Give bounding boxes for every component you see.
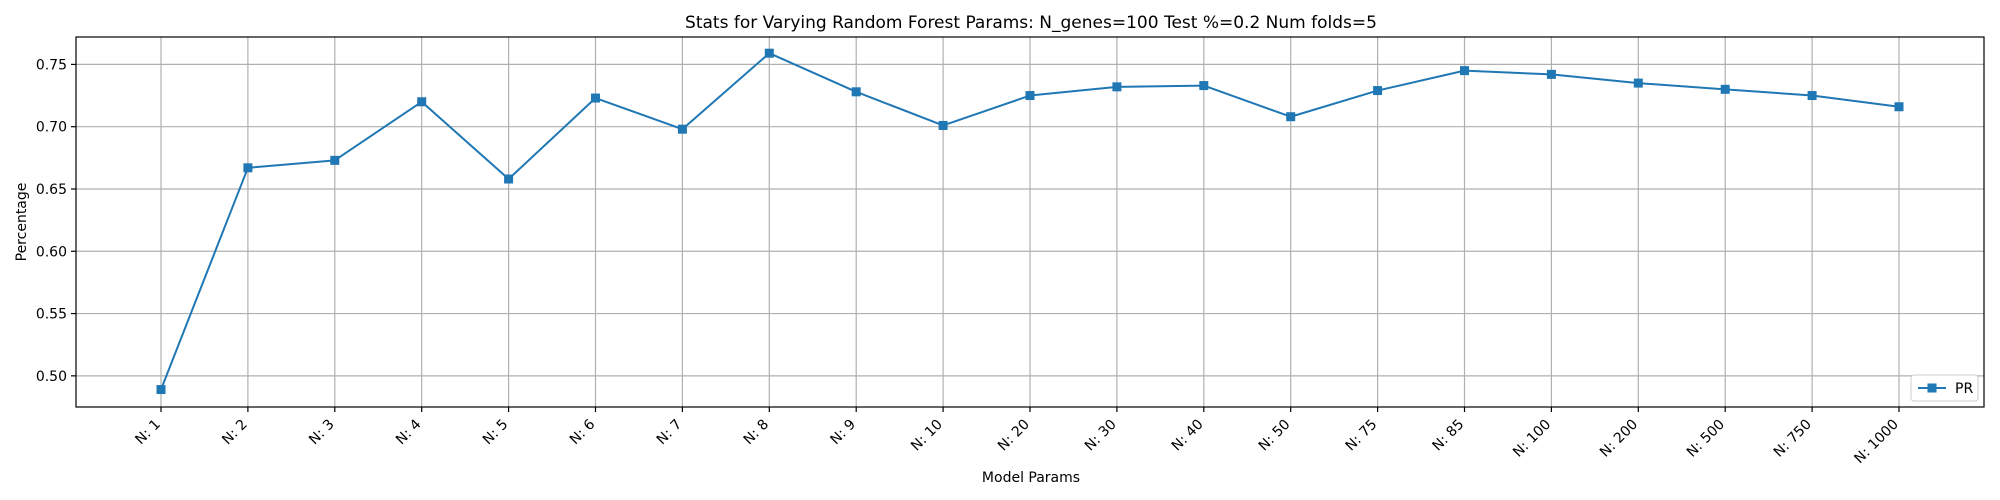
y-tick-label: 0.55 [36,307,67,323]
series-pr [156,48,1904,395]
data-point-pr [1112,82,1122,92]
chart-title: Stats for Varying Random Forest Params: … [685,13,1377,33]
legend-marker-swatch [1927,383,1937,393]
data-point-pr [1720,84,1730,94]
legend-label-pr: PR [1955,381,1973,397]
y-axis-label: Percentage [14,183,30,262]
data-point-pr [1633,78,1643,88]
y-tick-label: 0.70 [36,120,67,136]
data-point-pr [764,48,774,58]
y-tick-label: 0.60 [36,244,67,260]
data-point-pr [938,120,948,130]
y-tick-label: 0.50 [36,369,67,385]
legend: PR [1910,374,1979,402]
data-point-pr [1807,91,1817,101]
data-point-pr [1894,102,1904,112]
data-point-pr [851,87,861,97]
data-point-pr [504,174,514,184]
data-point-pr [243,163,253,173]
data-point-pr [1199,81,1209,91]
data-point-pr [1025,91,1035,101]
y-tick-label: 0.75 [36,57,67,73]
x-axis-label: Model Params [982,470,1080,486]
data-point-pr [1460,66,1469,76]
data-point-pr [1546,69,1556,79]
data-point-pr [1286,112,1296,122]
data-point-pr [1373,86,1383,96]
data-point-pr [156,385,166,395]
y-tick-label: 0.65 [36,182,67,198]
y-axis-ticks: 0.50 0.55 0.60 0.65 0.70 0.75 [36,57,76,385]
data-point-pr [591,93,600,103]
data-point-pr [417,97,427,107]
data-point-pr [330,155,340,165]
data-point-pr [677,124,687,134]
